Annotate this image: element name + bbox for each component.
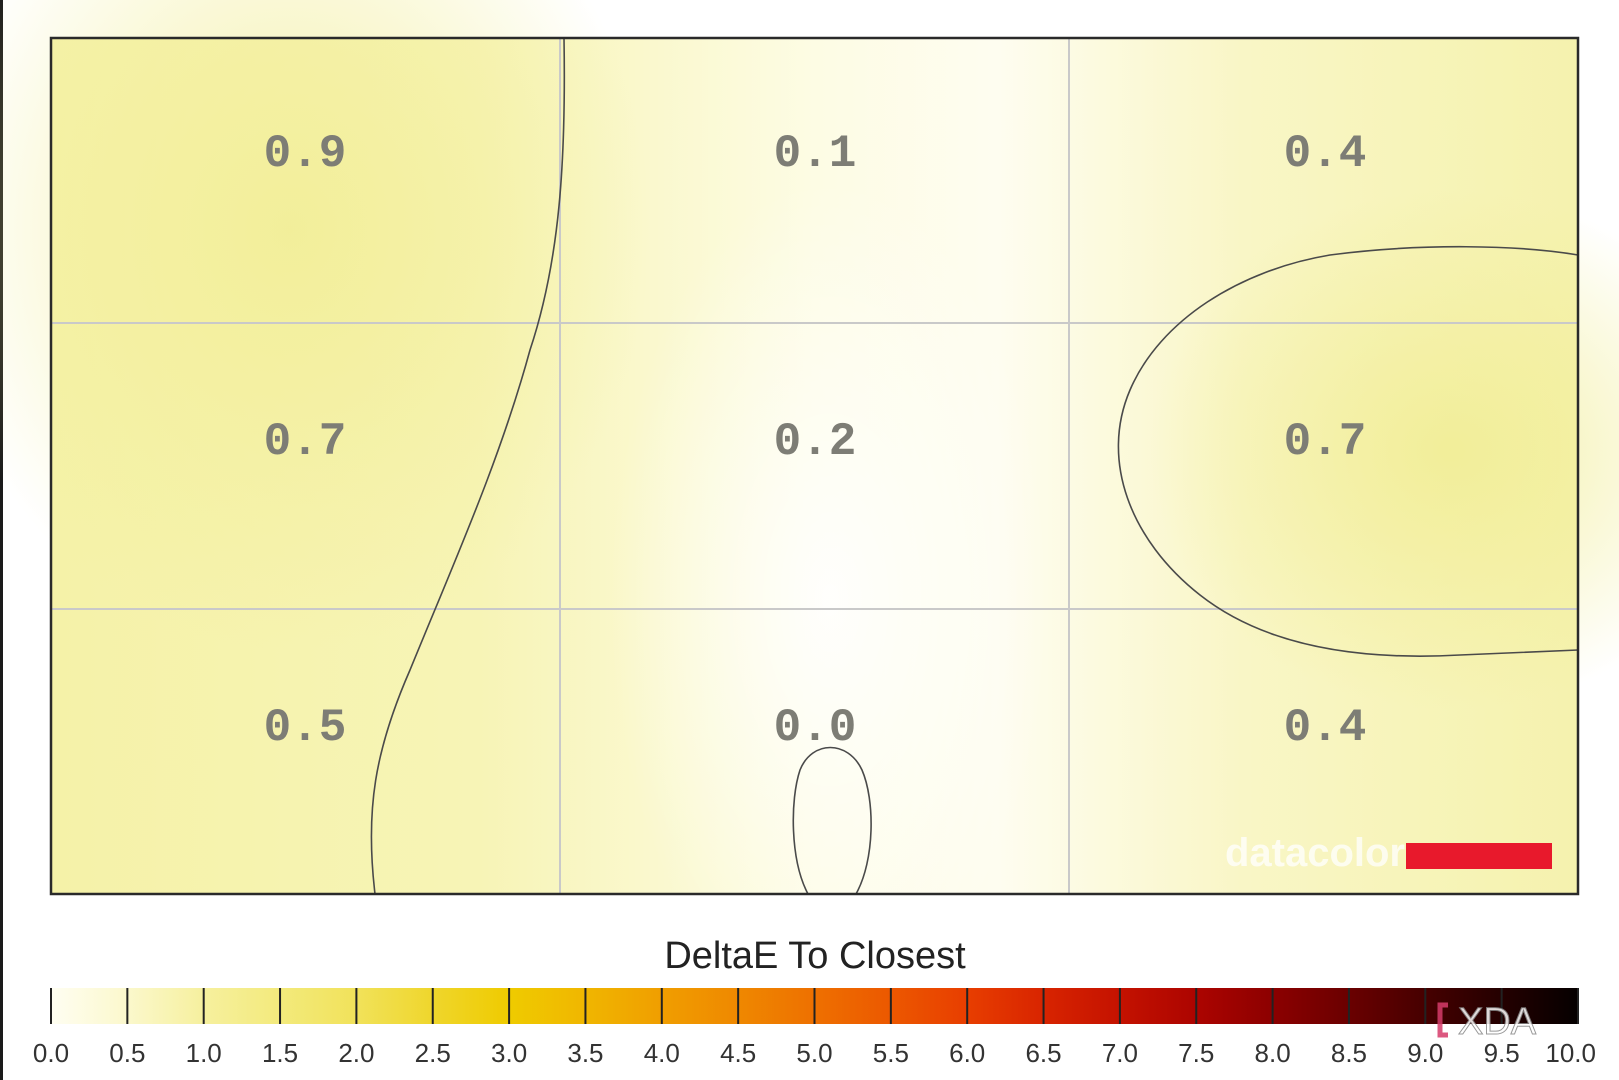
colorbar-tick-label: 9.0 (1407, 1038, 1443, 1068)
contour-right (1117, 245, 1579, 657)
cell-value-r3-c2: 0.0 (774, 702, 857, 754)
colorbar-tick-label: 9.5 (1484, 1038, 1520, 1068)
cell-labels: 0.9 0.1 0.4 0.7 0.2 0.7 0.5 0.0 0.4 (264, 128, 1367, 754)
colorbar-tick-label: 5.0 (796, 1038, 832, 1068)
colorbar-ticks: 0.0 0.5 1.0 1.5 2.0 2.5 3.0 3.5 4.0 4.5 5.0 5.5 6.0 6… (33, 988, 1596, 1068)
colorbar-tick-label: 6.5 (1025, 1038, 1061, 1068)
cell-value-r2-c1: 0.7 (264, 416, 347, 468)
colorbar-tick-label: 4.0 (644, 1038, 680, 1068)
colorbar-tick-label: 0.5 (109, 1038, 145, 1068)
colorbar-tick-label: 2.5 (415, 1038, 451, 1068)
colorbar-tick-label: 4.5 (720, 1038, 756, 1068)
xda-logo-text: XDA (1458, 1001, 1537, 1043)
cell-value-r3-c1: 0.5 (264, 702, 347, 754)
cell-value-r2-c3: 0.7 (1284, 416, 1367, 468)
colorbar-tick-label: 0.0 (33, 1038, 69, 1068)
plot-border (49, 36, 1580, 896)
colorbar-tick-label: 7.5 (1178, 1038, 1214, 1068)
cell-value-r1-c2: 0.1 (774, 128, 857, 180)
colorbar-tick-label: 10.0 (1545, 1038, 1596, 1068)
xda-watermark: XDA (1437, 1001, 1537, 1044)
colorbar-tick-label: 5.5 (873, 1038, 909, 1068)
colorbar-tick-label: 3.0 (491, 1038, 527, 1068)
cell-value-r2-c2: 0.2 (774, 416, 857, 468)
colorbar-tick-label: 6.0 (949, 1038, 985, 1068)
datacolor-logo-text: datacolor (1225, 831, 1405, 875)
colorbar-title: DeltaE To Closest (664, 935, 966, 977)
datacolor-logo-bar (1406, 843, 1552, 869)
colorbar: DeltaE To Closest 0.0 0.5 1.0 1.5 2.0 2.5 3.0 3… (33, 935, 1596, 1068)
heat-blob-right (1150, 190, 1619, 710)
colorbar-tick-label: 8.5 (1331, 1038, 1367, 1068)
contour-lines (370, 37, 1579, 895)
cell-value-r1-c1: 0.9 (264, 128, 347, 180)
contour-bottom-center (792, 746, 872, 895)
cell-value-r1-c3: 0.4 (1284, 128, 1367, 180)
colorbar-tick-label: 1.0 (186, 1038, 222, 1068)
colorbar-tick-label: 2.0 (338, 1038, 374, 1068)
colorbar-tick-label: 8.0 (1255, 1038, 1291, 1068)
datacolor-watermark: datacolor (1225, 831, 1552, 875)
contour-left (370, 37, 566, 895)
colorbar-tick-label: 7.0 (1102, 1038, 1138, 1068)
colorbar-tick-label: 3.5 (567, 1038, 603, 1068)
cell-value-r3-c3: 0.4 (1284, 702, 1367, 754)
colorbar-tick-label: 1.5 (262, 1038, 298, 1068)
xda-bracket-icon (1437, 1002, 1448, 1038)
heat-blob-left (0, 0, 650, 650)
left-frame-edge (0, 0, 3, 1080)
grid-lines (51, 38, 1578, 894)
cool-blob-center (610, 180, 1050, 1020)
